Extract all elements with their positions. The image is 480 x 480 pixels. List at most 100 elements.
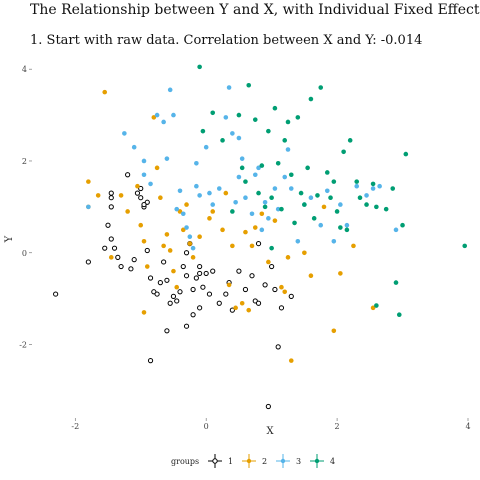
- x-tick-label: -2: [71, 422, 79, 431]
- data-point: [193, 275, 199, 281]
- x-tick-label: 0: [204, 422, 209, 431]
- data-point: [351, 243, 356, 249]
- data-point: [177, 289, 183, 295]
- data-point: [272, 105, 278, 111]
- data-point: [118, 263, 124, 270]
- data-point: [174, 298, 180, 304]
- data-point: [396, 312, 402, 318]
- data-point: [131, 257, 137, 263]
- data-point: [53, 291, 59, 297]
- data-point: [374, 204, 379, 210]
- data-point: [400, 222, 405, 228]
- data-point: [279, 284, 284, 290]
- data-point: [216, 186, 222, 191]
- x-tick-label: 4: [465, 422, 470, 431]
- data-point: [233, 199, 238, 205]
- data-point: [180, 263, 186, 270]
- data-point: [177, 209, 183, 214]
- data-point: [200, 128, 206, 134]
- data-point: [243, 179, 248, 184]
- data-point: [370, 181, 376, 187]
- data-point: [275, 206, 281, 212]
- data-point: [282, 289, 288, 295]
- data-point: [259, 163, 265, 168]
- data-point: [164, 232, 170, 237]
- data-point: [147, 358, 154, 364]
- data-point: [233, 305, 238, 311]
- data-point: [383, 206, 389, 212]
- data-point: [108, 204, 114, 210]
- data-point: [331, 238, 337, 244]
- legend-key-dot: [280, 458, 286, 464]
- data-point: [288, 186, 294, 191]
- data-point: [262, 199, 268, 205]
- data-point: [462, 243, 468, 249]
- data-point: [125, 209, 130, 214]
- data-point: [242, 286, 249, 293]
- data-point: [171, 112, 176, 118]
- data-point: [308, 195, 314, 200]
- data-point: [236, 135, 242, 141]
- data-point: [262, 204, 268, 210]
- data-point: [180, 227, 186, 233]
- data-point: [141, 310, 147, 315]
- data-point: [259, 227, 265, 233]
- data-point: [164, 156, 170, 161]
- data-point: [288, 172, 294, 178]
- axes: -2 0 2 4 -2 0 2 4 X Y: [4, 65, 471, 437]
- x-axis-label: X: [266, 426, 274, 437]
- data-point: [262, 282, 268, 288]
- data-point: [144, 264, 150, 269]
- data-point: [187, 234, 193, 240]
- data-point: [134, 190, 141, 196]
- data-point: [239, 300, 245, 306]
- data-point: [194, 160, 199, 166]
- data-point: [154, 165, 160, 171]
- data-point: [190, 245, 196, 251]
- data-point: [167, 248, 173, 253]
- data-point: [295, 115, 301, 120]
- y-tick-label: 4: [22, 65, 27, 74]
- data-point: [131, 144, 137, 150]
- data-point: [341, 149, 346, 155]
- data-point: [321, 204, 327, 210]
- data-point: [138, 195, 144, 201]
- data-point: [354, 183, 360, 189]
- legend-label: 2: [262, 457, 267, 466]
- data-point: [272, 186, 278, 191]
- data-point: [370, 305, 376, 311]
- data-point: [197, 263, 203, 270]
- data-point: [223, 115, 229, 120]
- data-point: [200, 284, 206, 290]
- data-point: [226, 85, 232, 90]
- data-point: [164, 277, 170, 283]
- data-point: [266, 216, 271, 221]
- data-point: [197, 64, 202, 70]
- data-point: [318, 85, 324, 90]
- data-point: [128, 266, 134, 272]
- data-point: [249, 211, 255, 217]
- y-axis-label: Y: [4, 235, 15, 243]
- data-point: [210, 202, 216, 207]
- data-point: [138, 185, 144, 192]
- data-point: [259, 211, 265, 217]
- data-point: [177, 188, 183, 194]
- data-point: [279, 206, 284, 212]
- legend-key-dot: [212, 458, 218, 464]
- data-point: [292, 220, 297, 226]
- legend-key-dot: [314, 458, 320, 464]
- data-point: [187, 241, 193, 246]
- series-4: [197, 64, 468, 318]
- data-point: [95, 193, 101, 198]
- data-point: [344, 222, 350, 228]
- data-point: [184, 225, 189, 230]
- data-point: [288, 358, 294, 363]
- data-point: [243, 195, 248, 200]
- data-point: [334, 209, 340, 214]
- data-point: [180, 211, 186, 217]
- data-point: [229, 307, 235, 313]
- data-point: [315, 193, 320, 198]
- data-point: [285, 119, 291, 125]
- data-point: [141, 172, 147, 178]
